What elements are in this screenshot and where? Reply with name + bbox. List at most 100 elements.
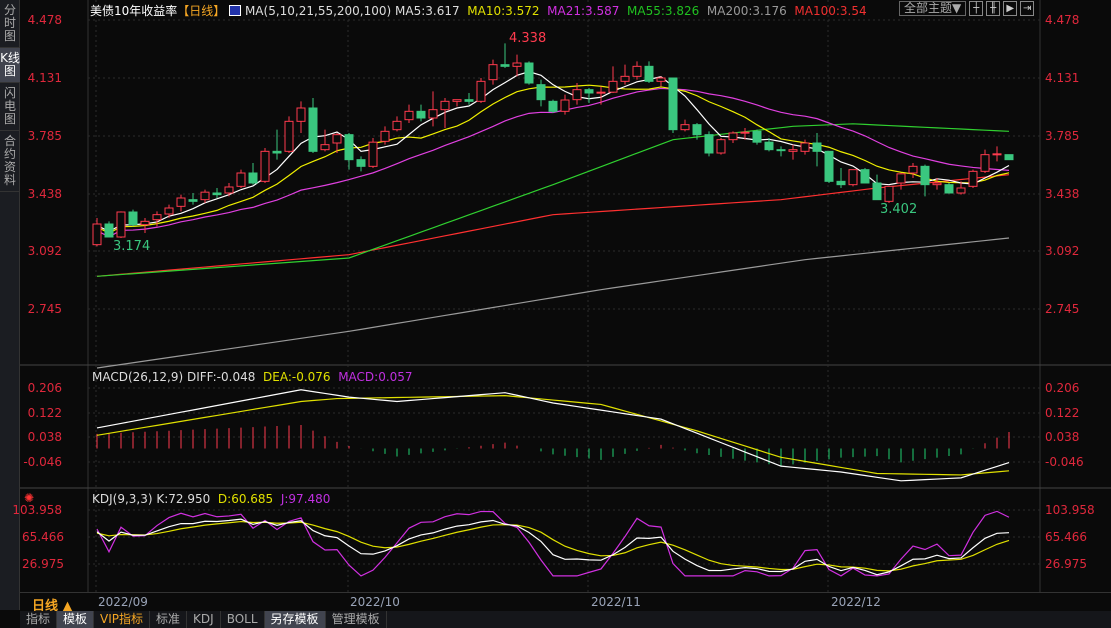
candle-up [716,139,726,154]
price-axis-right-5: 2.745 [1045,302,1080,316]
macd-axis-right-3: -0.046 [1045,455,1084,469]
macd-dea: DEA:-0.076 [263,370,331,384]
candle-down [584,89,594,94]
candle-up [332,134,342,144]
kdj-params: KDJ(9,3,3) [92,492,153,506]
candle-up [956,187,966,194]
bottom-tabs: 指标 模板 VIP指标 标准 KDJ BOLL 另存模板 管理模板 [20,611,1111,628]
tab-flash[interactable]: 闪电图 [0,83,20,131]
tab-kline[interactable]: K线图 [0,48,20,83]
candle-up [572,89,582,101]
candle-up [932,182,942,186]
date-axis: 日线 ▲ 2022/09 2022/10 2022/11 2022/12 [20,592,1111,614]
candle-down [524,62,534,84]
zoom-range-icon[interactable]: ╫ [986,1,1001,16]
candle-down [836,180,846,186]
candle-up [968,170,978,187]
candle-up [896,173,906,184]
tab-standard[interactable]: 标准 [150,611,188,628]
candle-down [764,141,774,151]
kdj-axis-right-0: 103.958 [1045,503,1095,517]
date-label: 2022/11 [591,595,641,609]
tab-kdj[interactable]: KDJ [187,611,221,628]
ma100-value: MA100:3.54 [794,4,867,18]
candle-down [128,211,138,226]
ma200-line [96,237,1010,369]
ma5-line [96,71,1010,233]
candle-up [728,132,738,141]
ma-params: MA(5,10,21,55,200,100) [244,4,392,18]
crosshair-icon[interactable]: ┼ [969,1,984,16]
candle-up [608,80,618,93]
macd-axis-left-3: -0.046 [23,455,62,469]
candle-up [992,153,1002,156]
candle-down [644,65,654,82]
macd-diff-line [96,389,1010,482]
price-axis-right-2: 3.785 [1045,129,1080,143]
low-annotation-dec: 3.402 [880,202,918,217]
macd-axis-left-0: 0.206 [27,381,62,395]
period-tag: 【日线】 [177,4,226,18]
candle-up [476,80,486,102]
date-label: 2022/12 [831,595,881,609]
candle-down [776,149,786,152]
date-label: 2022/09 [98,595,148,609]
candle-down [704,134,714,154]
candle-up [392,120,402,131]
candle-up [284,120,294,152]
candle-up [884,185,894,202]
price-axis-left-0: 4.478 [27,13,62,27]
kdj-axis-left-2: 26.975 [22,557,64,571]
candle-down [248,172,258,184]
candle-up [200,191,210,201]
tab-boll[interactable]: BOLL [221,611,265,628]
tab-manage-template[interactable]: 管理模板 [326,611,387,628]
candle-up [980,154,990,172]
macd-params: MACD(26,12,9) [92,370,184,384]
candle-down [668,77,678,131]
macd-axis-right-2: 0.038 [1045,430,1080,444]
tab-timeshare[interactable]: 分时图 [0,0,20,48]
candle-up [908,165,918,174]
macd-axis-right-0: 0.206 [1045,381,1080,395]
kdj-axis-right-2: 26.975 [1045,557,1087,571]
ma21-value: MA21:3.587 [547,4,620,18]
candle-up [296,107,306,122]
macd-axis-right-1: 0.122 [1045,406,1080,420]
tab-save-template[interactable]: 另存模板 [264,611,326,628]
candle-up [560,99,570,112]
candle-down [104,223,114,238]
candle-down [464,99,474,102]
play-icon[interactable]: ▶ [1003,1,1018,16]
candle-down [536,84,546,101]
settings-sun-icon[interactable]: ✺ [24,491,35,505]
candle-up [848,169,858,186]
candle-down [356,159,366,167]
theme-dropdown[interactable]: 全部主题▼ [899,1,967,16]
candle-up [152,214,162,221]
tab-template[interactable]: 模板 [57,611,95,628]
macd-diff: DIFF:-0.048 [186,370,256,384]
candle-up [224,186,234,194]
candle-up [92,223,102,246]
macd-axis-left-2: 0.038 [27,430,62,444]
candle-down [944,184,954,194]
candle-down [812,142,822,152]
period-selector[interactable]: 日线 ▲ [32,599,73,614]
kdj-axis-left-0: 103.958 [12,503,62,517]
price-axis-left-2: 3.785 [27,129,62,143]
price-axis-right-3: 3.438 [1045,187,1080,201]
candle-down [344,134,354,161]
tab-vip-indicator[interactable]: VIP指标 [94,611,151,628]
tab-indicator[interactable]: 指标 [20,611,58,628]
ma10-value: MA10:3.572 [467,4,540,18]
date-label: 2022/10 [350,595,400,609]
low-annotation-sep: 3.174 [113,239,151,254]
ma200-value: MA200:3.176 [706,4,787,18]
kdj-d-line [96,520,1010,572]
price-axis-left-4: 3.092 [27,244,62,258]
goto-end-icon[interactable]: ⇥ [1020,1,1035,16]
kdj-header: KDJ(9,3,3) K:72.950 D:60.685 J:97.480 [92,492,330,506]
tab-contract-info[interactable]: 合约资料 [0,131,20,192]
